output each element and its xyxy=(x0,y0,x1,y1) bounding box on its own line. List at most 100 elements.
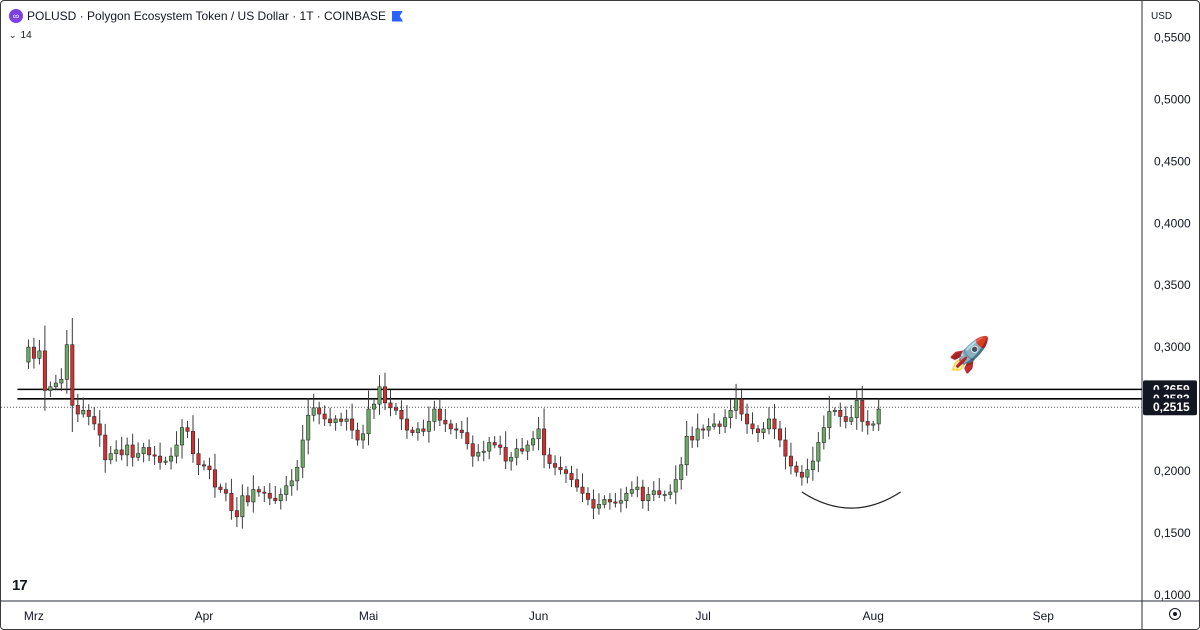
candle-up xyxy=(361,433,366,441)
candle-up xyxy=(832,410,837,412)
candle-down xyxy=(42,350,47,391)
candle-down xyxy=(547,454,552,464)
candle-up xyxy=(596,504,601,509)
candle-down xyxy=(421,428,426,432)
candle-down xyxy=(657,490,662,495)
candle-down xyxy=(492,442,497,446)
candle-down xyxy=(739,398,744,415)
candle-down xyxy=(355,429,360,441)
candle-up xyxy=(624,492,629,501)
candle-down xyxy=(317,407,322,415)
candle-down xyxy=(399,410,404,420)
candle-up xyxy=(766,418,771,430)
candle-up xyxy=(728,410,733,419)
candle-up xyxy=(531,438,536,446)
candle-up xyxy=(723,417,728,427)
candle-down xyxy=(772,418,777,430)
candle-up xyxy=(278,494,283,501)
candle-up xyxy=(311,407,316,416)
candle-up xyxy=(26,346,31,363)
candle-up xyxy=(125,444,130,456)
rounded-bottom-curve xyxy=(801,491,901,509)
x-tick-label: Mrz xyxy=(24,609,44,623)
candle-down xyxy=(103,434,108,461)
candle-down xyxy=(799,471,804,478)
candle-up xyxy=(487,442,492,452)
polygon-logo-icon[interactable]: ∞ xyxy=(9,9,23,23)
flag-icon[interactable] xyxy=(392,10,404,22)
candle-up xyxy=(240,495,245,518)
candle-down xyxy=(410,429,415,433)
candle-up xyxy=(372,403,377,410)
candle-down xyxy=(322,413,327,420)
candle-down xyxy=(470,443,475,457)
candle-up xyxy=(426,421,431,432)
candle-down xyxy=(843,416,848,422)
candle-down xyxy=(388,402,393,409)
chart-title: POLUSD · Polygon Ecosystem Token / US Do… xyxy=(27,9,387,23)
candle-up xyxy=(679,464,684,480)
candle-up xyxy=(668,491,673,495)
candle-up xyxy=(712,423,717,427)
candle-down xyxy=(569,473,574,480)
candle-up xyxy=(295,466,300,482)
candle-up xyxy=(289,480,294,487)
candle-down xyxy=(564,469,569,474)
candle-up xyxy=(481,450,486,453)
currency-label[interactable]: USD xyxy=(1151,11,1173,22)
candle-down xyxy=(190,431,195,454)
candle-down xyxy=(783,439,788,457)
candle-down xyxy=(328,418,333,423)
candle-up xyxy=(602,499,607,505)
gear-icon[interactable] xyxy=(1169,608,1181,620)
candle-up xyxy=(706,426,711,431)
candle-down xyxy=(443,419,448,425)
candle-down xyxy=(339,418,344,422)
candle-up xyxy=(300,439,305,468)
candle-up xyxy=(48,386,53,391)
y-tick-label: 0,3000 xyxy=(1154,340,1191,354)
price-label: 0,2515 xyxy=(1153,400,1190,414)
candle-down xyxy=(245,495,250,503)
candle-down xyxy=(613,501,618,504)
x-tick-label: Jul xyxy=(695,609,710,623)
candle-up xyxy=(141,447,146,454)
candle-down xyxy=(788,455,793,467)
candle-up xyxy=(646,494,651,501)
candle-down xyxy=(640,486,645,501)
price-label-badge xyxy=(1143,398,1197,416)
candle-down xyxy=(75,405,80,415)
candle-down xyxy=(756,428,761,433)
candle-down xyxy=(218,486,223,490)
candle-up xyxy=(37,350,42,359)
tradingview-logo-icon[interactable]: 17 xyxy=(12,577,28,594)
chevron-down-icon[interactable]: ⌄ xyxy=(9,30,17,40)
candle-down xyxy=(256,489,261,493)
candle-down xyxy=(580,486,585,494)
x-tick-label: Sep xyxy=(1033,609,1055,623)
candle-up xyxy=(651,490,656,495)
candle-up xyxy=(810,460,815,471)
y-tick-label: 0,4000 xyxy=(1154,216,1191,230)
candle-down xyxy=(70,344,75,406)
candle-down xyxy=(860,400,865,422)
candle-down xyxy=(119,449,124,456)
candle-up xyxy=(805,469,810,478)
indicator-count: 14 xyxy=(20,30,32,41)
candle-down xyxy=(267,492,272,499)
x-tick-label: Apr xyxy=(195,609,214,623)
candle-up xyxy=(871,423,876,426)
candle-up xyxy=(761,428,766,433)
candle-up xyxy=(536,428,541,440)
candle-down xyxy=(465,432,470,445)
y-tick-label: 0,3500 xyxy=(1154,278,1191,292)
x-tick-label: Jun xyxy=(529,609,548,623)
candle-up xyxy=(163,460,168,463)
candle-down xyxy=(152,454,157,457)
candle-down xyxy=(690,436,695,441)
indicator-toggle[interactable]: ⌄ 14 xyxy=(9,30,32,41)
candle-up xyxy=(180,427,185,446)
candle-up xyxy=(734,398,739,411)
